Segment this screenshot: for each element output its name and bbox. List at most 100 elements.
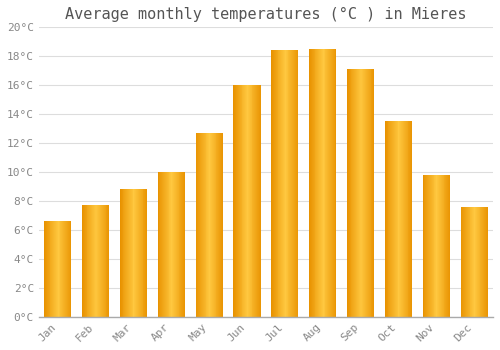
Bar xyxy=(92,205,93,317)
Bar xyxy=(256,85,257,317)
Bar xyxy=(127,189,128,317)
Bar xyxy=(438,175,439,317)
Bar xyxy=(405,121,406,317)
Bar xyxy=(281,50,282,317)
Bar xyxy=(357,69,358,317)
Bar xyxy=(88,205,89,317)
Bar xyxy=(314,49,316,317)
Bar xyxy=(104,205,106,317)
Bar xyxy=(285,50,286,317)
Bar xyxy=(486,207,487,317)
Bar xyxy=(472,207,473,317)
Bar xyxy=(213,133,214,317)
Bar xyxy=(408,121,410,317)
Bar xyxy=(63,221,64,317)
Bar xyxy=(404,121,405,317)
Bar xyxy=(319,49,320,317)
Bar xyxy=(466,207,467,317)
Bar xyxy=(249,85,250,317)
Bar xyxy=(400,121,401,317)
Bar xyxy=(238,85,239,317)
Bar xyxy=(446,175,447,317)
Bar xyxy=(350,69,352,317)
Bar xyxy=(204,133,206,317)
Bar xyxy=(201,133,202,317)
Bar xyxy=(434,175,436,317)
Bar xyxy=(236,85,237,317)
Bar xyxy=(100,205,101,317)
Bar xyxy=(487,207,488,317)
Bar xyxy=(331,49,332,317)
Bar xyxy=(239,85,240,317)
Bar xyxy=(244,85,245,317)
Bar xyxy=(483,207,484,317)
Bar xyxy=(234,85,235,317)
Bar xyxy=(290,50,291,317)
Bar xyxy=(98,205,99,317)
Bar xyxy=(67,221,68,317)
Bar xyxy=(282,50,283,317)
Bar xyxy=(46,221,47,317)
Bar xyxy=(271,50,272,317)
Bar xyxy=(440,175,441,317)
Bar xyxy=(442,175,444,317)
Bar xyxy=(293,50,294,317)
Bar xyxy=(140,189,141,317)
Bar xyxy=(309,49,310,317)
Bar xyxy=(196,133,198,317)
Bar xyxy=(410,121,411,317)
Bar xyxy=(329,49,330,317)
Bar xyxy=(294,50,295,317)
Bar xyxy=(206,133,208,317)
Bar xyxy=(360,69,362,317)
Bar xyxy=(128,189,129,317)
Bar xyxy=(58,221,59,317)
Bar xyxy=(430,175,431,317)
Bar xyxy=(460,207,462,317)
Bar xyxy=(480,207,482,317)
Bar xyxy=(174,172,175,317)
Bar xyxy=(310,49,311,317)
Bar xyxy=(184,172,185,317)
Bar xyxy=(221,133,222,317)
Bar xyxy=(173,172,174,317)
Bar xyxy=(250,85,252,317)
Bar xyxy=(168,172,170,317)
Bar xyxy=(44,221,45,317)
Bar xyxy=(180,172,182,317)
Bar xyxy=(429,175,430,317)
Bar xyxy=(55,221,56,317)
Bar xyxy=(402,121,403,317)
Bar xyxy=(449,175,450,317)
Bar xyxy=(252,85,254,317)
Bar xyxy=(398,121,400,317)
Bar xyxy=(276,50,278,317)
Bar xyxy=(370,69,372,317)
Bar xyxy=(211,133,212,317)
Bar xyxy=(175,172,176,317)
Bar xyxy=(132,189,134,317)
Bar xyxy=(167,172,168,317)
Bar xyxy=(136,189,137,317)
Bar xyxy=(199,133,200,317)
Bar xyxy=(473,207,474,317)
Bar xyxy=(296,50,298,317)
Bar xyxy=(437,175,438,317)
Bar xyxy=(139,189,140,317)
Bar xyxy=(406,121,408,317)
Bar xyxy=(436,175,437,317)
Bar xyxy=(444,175,446,317)
Bar xyxy=(348,69,349,317)
Bar xyxy=(349,69,350,317)
Bar xyxy=(91,205,92,317)
Bar xyxy=(388,121,390,317)
Bar xyxy=(365,69,366,317)
Bar xyxy=(428,175,429,317)
Bar xyxy=(470,207,472,317)
Bar xyxy=(220,133,221,317)
Bar xyxy=(158,172,160,317)
Bar xyxy=(164,172,165,317)
Bar xyxy=(94,205,96,317)
Bar xyxy=(354,69,355,317)
Bar xyxy=(318,49,319,317)
